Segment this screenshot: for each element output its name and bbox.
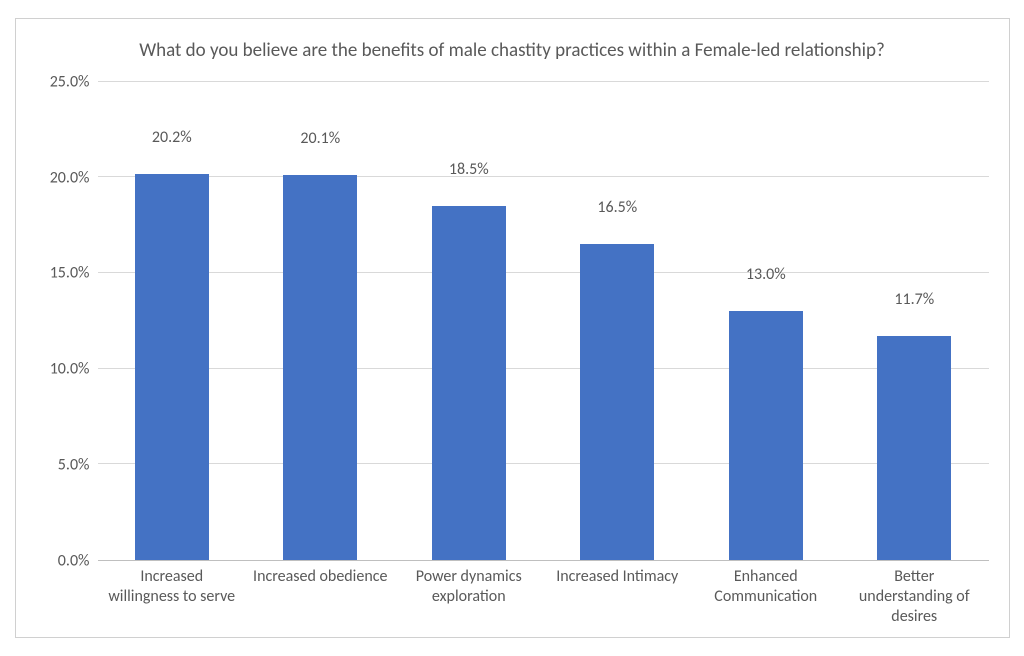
bar-value-label: 13.0% xyxy=(692,265,841,288)
chart-title: What do you believe are the benefits of … xyxy=(36,33,989,82)
bar-slot: 20.1% xyxy=(246,82,395,560)
x-axis-label: Increased willingness to serve xyxy=(98,567,247,627)
y-tick-label: 10.0% xyxy=(50,360,90,379)
bar xyxy=(283,175,357,560)
x-axis-spacer xyxy=(36,567,98,627)
y-tick-label: 5.0% xyxy=(58,456,90,475)
bar-slot: 11.7% xyxy=(840,82,989,560)
x-axis-labels: Increased willingness to serveIncreased … xyxy=(98,567,989,627)
y-axis: 0.0%5.0%10.0%15.0%20.0%25.0% xyxy=(36,82,98,561)
x-axis-label: Enhanced Communication xyxy=(692,567,841,627)
bar-value-label: 20.1% xyxy=(246,129,395,152)
bar-slot: 18.5% xyxy=(395,82,544,560)
x-axis-label: Increased obedience xyxy=(246,567,395,627)
x-axis-row: Increased willingness to serveIncreased … xyxy=(36,561,989,627)
y-tick-label: 15.0% xyxy=(50,264,90,283)
x-axis-label: Better understanding of desires xyxy=(840,567,989,627)
bar-value-label: 11.7% xyxy=(840,290,989,313)
bar-value-label: 18.5% xyxy=(395,160,544,183)
y-tick-label: 20.0% xyxy=(50,168,90,187)
y-tick-label: 25.0% xyxy=(50,72,90,91)
bar-value-label: 16.5% xyxy=(543,198,692,221)
bars-layer: 20.2%20.1%18.5% 16.5% 13.0%11.7% xyxy=(98,82,989,560)
plot-row: 0.0%5.0%10.0%15.0%20.0%25.0% 20.2%20.1%1… xyxy=(36,82,989,561)
bar-value-label: 20.2% xyxy=(98,128,247,151)
bar xyxy=(877,336,951,560)
bar-slot: 20.2% xyxy=(98,82,247,560)
bar xyxy=(729,311,803,560)
plot-area: 20.2%20.1%18.5% 16.5% 13.0%11.7% xyxy=(98,82,989,561)
bar-slot: 16.5% xyxy=(543,82,692,560)
bar xyxy=(432,206,506,560)
bar-slot: 13.0% xyxy=(692,82,841,560)
bar xyxy=(580,244,654,560)
bar xyxy=(135,174,209,560)
x-axis-label: Increased Intimacy xyxy=(543,567,692,627)
y-tick-label: 0.0% xyxy=(58,552,90,571)
x-axis-label: Power dynamics exploration xyxy=(395,567,544,627)
chart-container: What do you believe are the benefits of … xyxy=(15,18,1010,638)
